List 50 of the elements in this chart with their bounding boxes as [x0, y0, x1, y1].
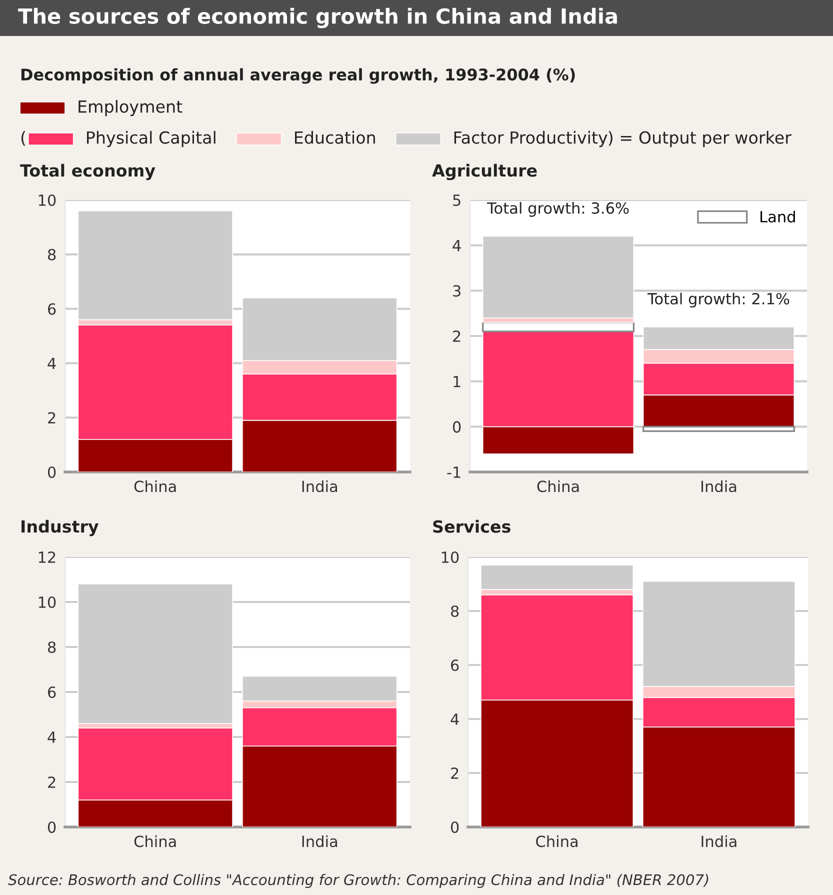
annotation: Total growth: 2.1% [647, 292, 790, 308]
x-tick-label: China [537, 480, 579, 492]
chart-title: Total economy [20, 164, 156, 180]
x-tick-label: India [302, 480, 337, 492]
x-tick-label: India [701, 480, 736, 492]
y-tick-label: 0 [450, 821, 459, 834]
y-tick-label: 6 [48, 303, 56, 315]
y-tick-label: -1 [447, 466, 460, 478]
y-tick-label: 0 [48, 821, 56, 834]
y-tick-label: 4 [48, 732, 56, 743]
y-tick-label: 2 [453, 330, 460, 342]
legend-label: Employment [78, 100, 182, 116]
x-tick-label: China [134, 835, 176, 848]
y-tick-label: 0 [48, 466, 56, 478]
text: ) = Output per worker [608, 130, 792, 148]
source-note: Source: Bosworth and Collins "Accounting for Growth: Comparing China and India" (NBER 2007) [8, 874, 708, 888]
chart-title: Industry [22, 520, 99, 536]
legend-label: Physical Capital [87, 130, 216, 148]
x-tick-label: India [302, 835, 337, 848]
y-tick-label: 4 [450, 714, 459, 725]
y-tick-label: 10 [38, 596, 56, 608]
y-tick-label: 5 [453, 194, 460, 206]
y-tick-label: 2 [451, 767, 458, 779]
chart-title: Services [433, 520, 510, 533]
x-tick-label: China [134, 480, 176, 492]
y-tick-label: 8 [450, 605, 459, 618]
y-tick-label: 2 [48, 776, 56, 788]
y-tick-label: 2 [48, 412, 56, 424]
y-tick-label: 10 [38, 194, 56, 206]
text: ( [21, 130, 26, 146]
x-tick-label: India [702, 835, 736, 848]
y-tick-label: 3 [453, 285, 460, 297]
legend-label: Land [760, 210, 795, 223]
y-tick-label: 4 [452, 240, 461, 252]
y-tick-label: 6 [451, 659, 459, 672]
y-tick-label: 8 [48, 641, 56, 654]
y-tick-label: 8 [48, 248, 56, 260]
y-tick-label: 6 [48, 686, 56, 698]
y-tick-label: 1 [454, 376, 460, 388]
text: The sources of economic growth in China and India [18, 8, 617, 28]
x-tick-label: China [536, 835, 578, 848]
y-tick-label: 12 [38, 551, 56, 563]
text: Decomposition of annual average real growth, 1993-2004 (%) [21, 68, 575, 84]
y-tick-label: 4 [48, 358, 56, 370]
legend-label: Education [295, 130, 375, 144]
annotation: Total growth: 3.6% [486, 202, 629, 217]
legend-label: Factor Productivity [454, 130, 608, 148]
y-tick-label: 10 [442, 551, 459, 564]
chart-title: Agriculture [432, 164, 537, 180]
y-tick-label: 0 [452, 421, 461, 433]
